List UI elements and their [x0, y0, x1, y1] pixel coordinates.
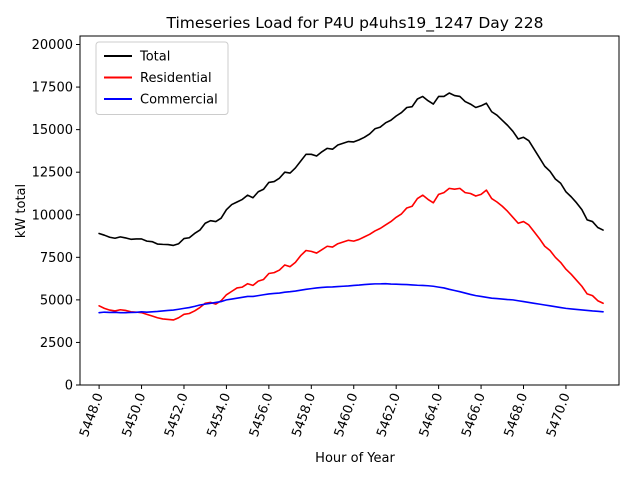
y-tick-label: 0 — [65, 379, 73, 394]
chart-title: Timeseries Load for P4U p4uhs19_1247 Day… — [166, 14, 544, 33]
legend-box — [95, 41, 229, 115]
y-axis-label: kW total — [14, 184, 29, 238]
y-tick-label: 20000 — [32, 38, 73, 53]
y-tick-label: 12500 — [32, 166, 73, 181]
legend-label-commercial: Commercial — [140, 93, 218, 108]
y-tick-label: 17500 — [32, 81, 73, 96]
y-tick-label: 5000 — [40, 293, 73, 308]
y-tick-label: 10000 — [32, 208, 73, 223]
series-line-commercial — [98, 282, 604, 314]
axes-frame — [79, 35, 620, 386]
legend-label-total: Total — [139, 50, 170, 65]
x-axis-label: Hour of Year — [315, 451, 395, 466]
series-layer — [98, 92, 604, 321]
series-line-residential — [98, 187, 604, 321]
y-tick-label: 7500 — [40, 251, 73, 266]
series-line-total — [98, 92, 604, 247]
y-axis: 0 2500 5000 7500 10000 12500 15000 17500 20000 — [32, 38, 80, 394]
y-tick-label: 15000 — [32, 123, 73, 138]
legend-label-residential: Residential — [140, 71, 212, 86]
y-tick-label: 2500 — [40, 336, 73, 351]
legend: Total Residential Commercial — [95, 41, 229, 115]
